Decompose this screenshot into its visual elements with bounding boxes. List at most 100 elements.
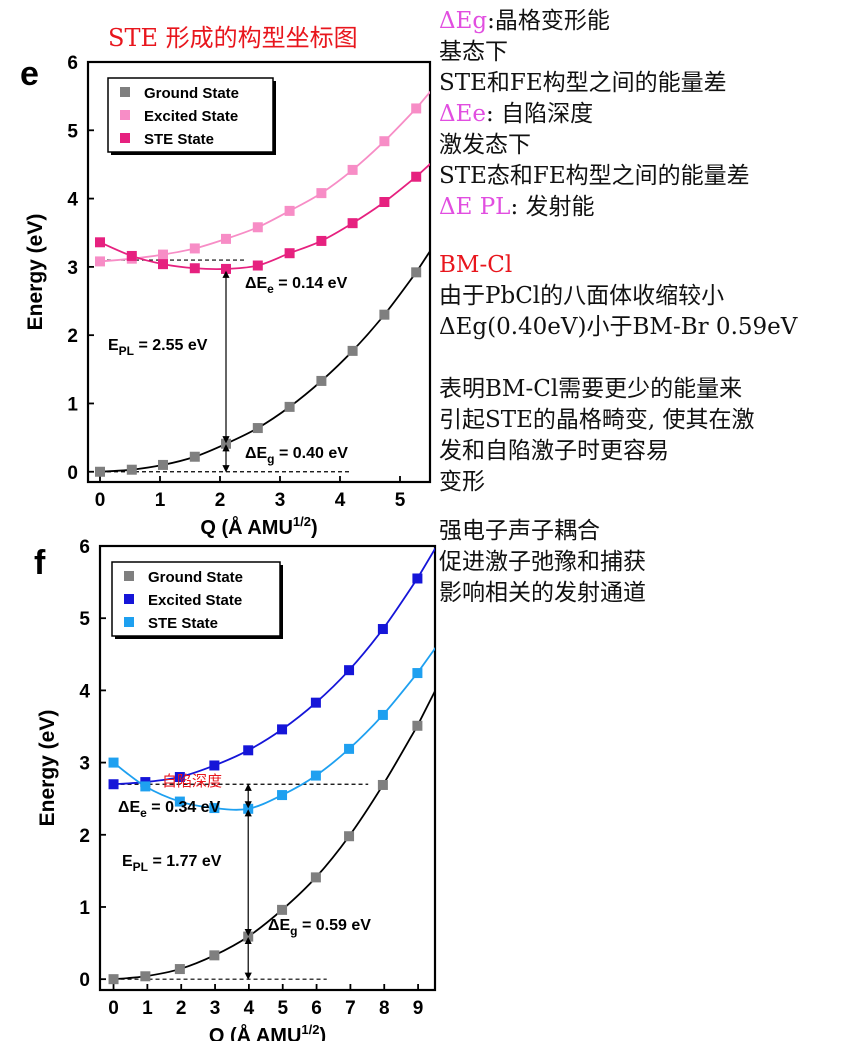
y-axis-label: Energy (eV)	[36, 710, 59, 827]
y-tick-label: 3	[67, 258, 78, 279]
legend-swatch	[124, 571, 134, 581]
x-tick-label: 8	[379, 998, 390, 1019]
annotation-tail: = 1.77 eV	[148, 853, 222, 870]
notes-coupling: 强电子声子耦合 促进激子弛豫和捕获 影响相关的发射通道	[439, 516, 646, 609]
series-curve	[113, 547, 435, 786]
data-point	[108, 974, 119, 985]
legend-swatch	[120, 110, 130, 120]
data-point	[412, 720, 423, 731]
note-text: : 发射能	[510, 194, 595, 220]
data-point	[379, 309, 390, 320]
annotation: ΔEg = 0.40 eV	[245, 445, 348, 466]
annotation-sub: g	[290, 924, 297, 938]
x-axis-label-main: Q (Å AMU	[200, 515, 293, 539]
y-axis-label: Energy (eV)	[24, 214, 47, 331]
data-point	[221, 263, 231, 274]
data-point	[284, 205, 295, 216]
data-point	[284, 248, 295, 259]
series-curve	[112, 646, 435, 811]
data-point	[277, 790, 288, 801]
data-point	[158, 259, 168, 270]
legend-swatch	[120, 133, 130, 143]
note-line: 基态下	[439, 37, 750, 68]
y-tick-label: 2	[67, 326, 78, 347]
data-point	[189, 263, 200, 274]
y-tick-label: 3	[79, 754, 90, 775]
data-point	[347, 164, 358, 175]
data-point	[243, 745, 254, 756]
y-tick-label: 1	[67, 394, 78, 415]
note-line: 变形	[439, 469, 485, 495]
data-point	[243, 803, 254, 814]
y-tick-label: 1	[79, 898, 90, 919]
note-text: 基态下	[439, 39, 508, 65]
y-tick-label: 6	[67, 53, 78, 74]
data-point	[411, 103, 422, 114]
data-point	[158, 249, 168, 260]
data-point	[243, 931, 254, 942]
annotation-main: ΔE	[245, 445, 268, 462]
annotation-tail: = 0.40 eV	[275, 445, 349, 462]
note-text: :晶格变形能	[487, 8, 610, 34]
note-term: ΔEe	[439, 101, 487, 127]
x-axis-label-main: Q (Å AMU	[209, 1023, 302, 1041]
data-point	[377, 624, 388, 635]
data-point	[174, 772, 185, 783]
data-point	[209, 803, 220, 814]
annotation-main: ΔE	[245, 275, 268, 292]
note-line: 由于PbCl的八面体收缩较小	[439, 283, 725, 309]
data-point	[344, 743, 355, 754]
note-line: ΔE PL: 发射能	[439, 192, 750, 223]
data-point	[316, 235, 327, 246]
note-line: STE态和FE构型之间的能量差	[439, 161, 750, 192]
data-point	[411, 267, 422, 278]
panel-label: f	[34, 544, 46, 582]
data-point	[412, 573, 423, 584]
x-tick-label: 4	[244, 998, 255, 1019]
note-line: ΔEe: 自陷深度	[439, 99, 750, 130]
data-point	[108, 757, 119, 768]
note-line: 影响相关的发射通道	[439, 580, 646, 606]
data-point	[377, 779, 388, 790]
x-tick-label: 0	[95, 490, 106, 511]
legend-swatch	[124, 617, 134, 627]
data-point	[252, 222, 263, 233]
data-point	[316, 375, 327, 386]
series-curve	[99, 249, 430, 473]
data-point	[189, 243, 200, 254]
data-point	[316, 188, 327, 199]
notes-bmcl-heading: BM-Cl	[439, 252, 513, 278]
notes-definitions: ΔEg:晶格变形能 基态下 STE和FE构型之间的能量差 ΔEe: 自陷深度 激发态下 S…	[439, 6, 750, 223]
data-point	[174, 964, 185, 975]
x-axis-label-close: )	[319, 1025, 326, 1041]
data-point	[252, 260, 263, 271]
x-axis-label-sup: 1/2	[293, 514, 311, 529]
plot-frame	[86, 60, 432, 484]
note-text: STE态和FE构型之间的能量差	[439, 163, 750, 189]
y-tick-label: 0	[67, 463, 78, 484]
data-point	[377, 709, 388, 720]
x-tick-label: 1	[155, 490, 166, 511]
x-tick-label: 5	[277, 998, 288, 1019]
data-point	[140, 781, 151, 792]
data-point	[411, 171, 422, 182]
x-tick-label: 6	[311, 998, 322, 1019]
data-point	[158, 459, 168, 470]
legend-swatch	[120, 87, 130, 97]
data-point	[95, 237, 105, 248]
y-tick-label: 2	[79, 826, 90, 847]
annotation-sub: PL	[133, 860, 148, 874]
series-curve	[113, 689, 435, 981]
legend-label: STE State	[148, 615, 218, 632]
page-title: STE 形成的构型坐标图	[108, 24, 358, 52]
y-tick-label: 4	[79, 681, 90, 702]
y-tick-label: 5	[67, 121, 78, 142]
note-line: 发和自陷激子时更容易	[439, 438, 669, 464]
data-point	[209, 950, 220, 961]
data-point	[126, 464, 137, 475]
x-tick-label: 2	[176, 998, 187, 1019]
annotation-tail: = 0.14 eV	[274, 275, 348, 292]
note-line: 表明BM-Cl需要更少的能量来	[439, 376, 743, 402]
legend-label: Ground State	[148, 569, 243, 586]
data-point	[310, 697, 321, 708]
